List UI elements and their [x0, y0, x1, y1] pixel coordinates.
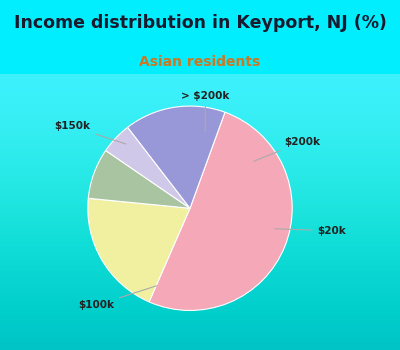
Wedge shape	[149, 112, 292, 310]
Text: $100k: $100k	[78, 286, 157, 310]
Wedge shape	[128, 106, 225, 208]
Text: > $200k: > $200k	[181, 91, 230, 132]
Text: Income distribution in Keyport, NJ (%): Income distribution in Keyport, NJ (%)	[14, 14, 386, 32]
Text: $20k: $20k	[274, 226, 346, 236]
Text: $150k: $150k	[54, 121, 126, 144]
Wedge shape	[88, 150, 190, 208]
Wedge shape	[106, 127, 190, 208]
Text: Asian residents: Asian residents	[139, 55, 261, 69]
Text: $200k: $200k	[254, 137, 320, 161]
Wedge shape	[88, 198, 190, 302]
